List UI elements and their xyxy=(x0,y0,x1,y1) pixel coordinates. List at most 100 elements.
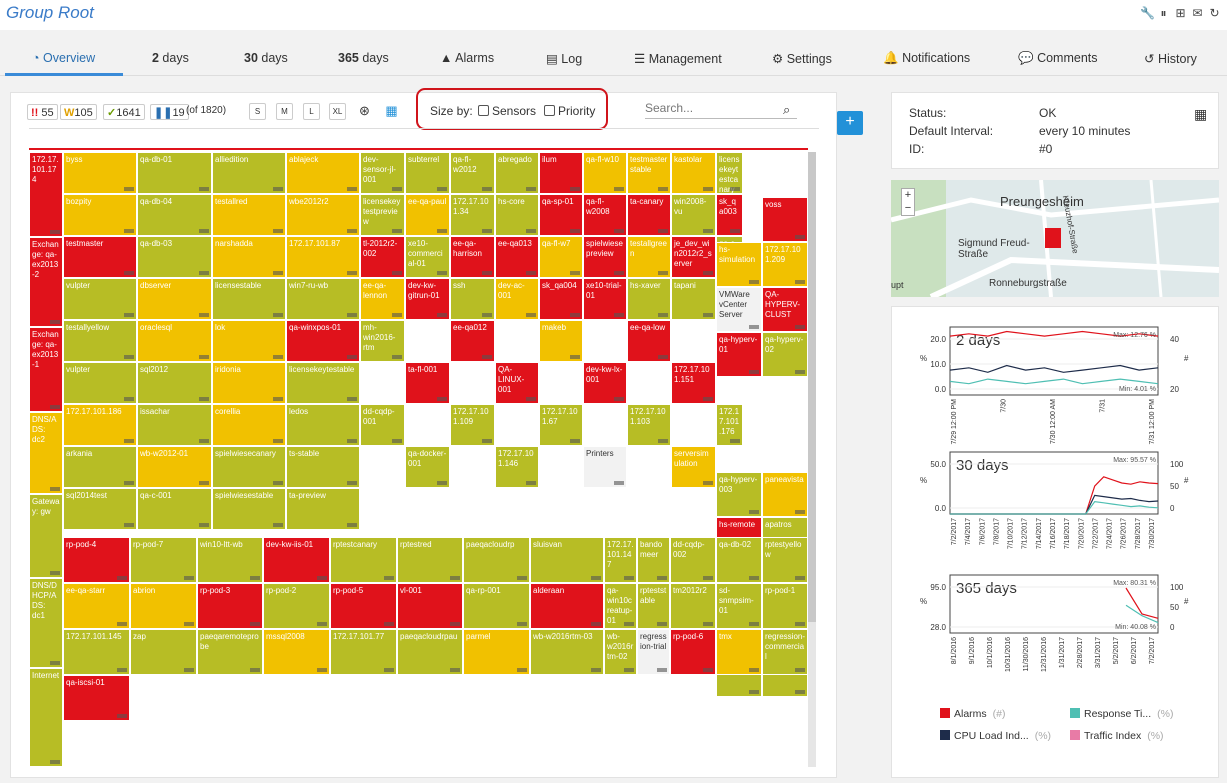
treemap-cell[interactable]: qa-fl-w2012 xyxy=(450,152,495,194)
treemap-cell[interactable]: DNS/ADS: dc2 xyxy=(29,412,63,494)
treemap-scroll-thumb[interactable] xyxy=(808,152,816,622)
treemap-cell[interactable]: Exchange: qa-ex2013-1 xyxy=(29,327,63,412)
treemap-cell[interactable]: qa-iscsi-01 xyxy=(63,675,130,721)
treemap-cell[interactable]: dev-ac-001 xyxy=(495,278,539,320)
treemap-cell[interactable]: hs-xaver xyxy=(627,278,671,320)
treemap-cell[interactable]: ilum xyxy=(539,152,583,194)
treemap-cell[interactable]: rptestcanary xyxy=(330,537,397,583)
treemap-cell[interactable]: dev-kw-iis-01 xyxy=(263,537,330,583)
treemap-cell[interactable]: qa-win10creatup-01 xyxy=(604,583,637,629)
treemap-cell[interactable]: Internet xyxy=(29,668,63,767)
treemap-cell[interactable]: licensestable xyxy=(212,278,286,320)
treemap-cell[interactable]: 172.17.101.151 xyxy=(671,362,716,404)
treemap-cell[interactable]: sluisvan xyxy=(530,537,604,583)
add-icon[interactable]: ⊞ xyxy=(1175,6,1186,20)
pause-icon[interactable]: ⏸ xyxy=(1160,6,1167,20)
treemap-cell[interactable]: testallyellow xyxy=(63,320,137,362)
treemap-cell[interactable]: qa-hyperv-01 xyxy=(716,332,762,377)
priority-checkbox[interactable]: Priority xyxy=(541,104,595,118)
treemap-cell[interactable]: ablajeck xyxy=(286,152,360,194)
treemap-cell[interactable]: spielwiesepreview xyxy=(583,236,627,278)
treemap-cell[interactable]: rp-pod-4 xyxy=(63,537,130,583)
treemap-cell[interactable]: zap xyxy=(130,629,197,675)
treemap-cell[interactable]: subterrel xyxy=(405,152,450,194)
treemap-cell[interactable]: arkania xyxy=(63,446,137,488)
treemap-cell[interactable]: sk_qa004 xyxy=(539,278,583,320)
treemap-cell[interactable]: 172.17.101.176 xyxy=(716,404,743,446)
treemap-cell[interactable]: sd-snmpsim-01 xyxy=(716,583,762,629)
grid-view-icon[interactable]: ▦ xyxy=(383,103,400,120)
treemap-cell[interactable]: dd-cqdp-001 xyxy=(360,404,405,446)
wrench-icon[interactable]: 🔧 xyxy=(1140,6,1155,20)
tab-log[interactable]: ▤ Log xyxy=(546,52,583,66)
treemap-cell[interactable]: paeqaremoteprobe xyxy=(197,629,263,675)
treemap-cell[interactable]: qa-rp-001 xyxy=(463,583,530,629)
treemap-cell[interactable]: 172.17.101.67 xyxy=(539,404,583,446)
size-xl-button[interactable]: XL xyxy=(329,103,346,120)
treemap-cell[interactable]: 172.17.101.109 xyxy=(450,404,495,446)
treemap-cell[interactable]: dev-kw-lx-001 xyxy=(583,362,627,404)
treemap-cell[interactable]: 172.17.101.77 xyxy=(330,629,397,675)
treemap-cell[interactable]: dbserver xyxy=(137,278,212,320)
treemap-cell[interactable]: oraclesql xyxy=(137,320,212,362)
tab-comments[interactable]: 💬 Comments xyxy=(1018,51,1098,65)
treemap-cell[interactable]: kastolar xyxy=(671,152,716,194)
tab-notifications[interactable]: 🔔 Notifications xyxy=(883,51,971,65)
treemap-cell[interactable]: QA-LINUX-001 xyxy=(495,362,539,404)
search-icon[interactable]: ⌕ xyxy=(783,102,791,117)
treemap-cell[interactable]: testallred xyxy=(212,194,286,236)
treemap-cell[interactable]: alderaan xyxy=(530,583,604,629)
treemap-cell[interactable]: issachar xyxy=(137,404,212,446)
treemap-cell[interactable]: hs-core xyxy=(495,194,539,236)
treemap-cell[interactable]: makeb xyxy=(539,320,583,362)
treemap-cell[interactable]: hs-simulation xyxy=(716,242,762,287)
treemap-cell[interactable]: qa-db-01 xyxy=(137,152,212,194)
treemap-cell[interactable]: rp-pod-1 xyxy=(762,583,808,629)
treemap-cell[interactable]: VMWare vCenter Server xyxy=(716,287,762,332)
treemap-cell[interactable]: qa-winxpos-01 xyxy=(286,320,360,362)
treemap-cell[interactable]: paneavista xyxy=(762,472,808,517)
treemap-cell[interactable]: tmx xyxy=(716,629,762,675)
treemap-cell[interactable]: qa-hyperv-02 xyxy=(762,332,808,377)
treemap-cell[interactable]: ee-qa013 xyxy=(495,236,539,278)
treemap-cell[interactable]: spielwiesestable xyxy=(212,488,286,530)
size-m-button[interactable]: M xyxy=(276,103,293,120)
treemap-cell[interactable]: rp-pod-7 xyxy=(130,537,197,583)
alarm-filter[interactable]: !! 55 xyxy=(27,104,58,120)
treemap-cell[interactable]: licensekeytestable xyxy=(286,362,360,404)
treemap-cell[interactable]: ssh xyxy=(450,278,495,320)
treemap-cell[interactable]: rp-pod-2 xyxy=(263,583,330,629)
treemap-cell[interactable]: testmaster xyxy=(63,236,137,278)
ok-filter[interactable]: ✓1641 xyxy=(103,104,145,120)
legend-traffic-index[interactable]: Traffic Index (%) xyxy=(1070,730,1164,742)
treemap-cell[interactable]: tl-2012r2-002 xyxy=(360,236,405,278)
treemap-cell[interactable]: xe10-trial-01 xyxy=(583,278,627,320)
treemap-cell[interactable]: serversimulation xyxy=(671,446,716,488)
treemap-cell[interactable]: corellia xyxy=(212,404,286,446)
tab-30-days[interactable]: 30 days xyxy=(244,51,288,65)
treemap-cell[interactable]: sql2012 xyxy=(137,362,212,404)
tab-2-days[interactable]: 2 days xyxy=(152,51,189,65)
treemap-cell[interactable]: bozpity xyxy=(63,194,137,236)
treemap-cell[interactable]: alliedition xyxy=(212,152,286,194)
treemap-cell[interactable]: ee-qa-starr xyxy=(63,583,130,629)
legend-alarms[interactable]: Alarms (#) xyxy=(940,708,1006,720)
size-s-button[interactable]: S xyxy=(249,103,266,120)
treemap-cell[interactable]: 172.17.101.147 xyxy=(604,537,637,583)
treemap-cell[interactable]: dev-kw-gitrun-01 xyxy=(405,278,450,320)
tab-history[interactable]: ↺ History xyxy=(1144,52,1197,66)
treemap-cell[interactable]: licensekeytestcanary xyxy=(716,152,743,194)
tab-alarms[interactable]: ▲ Alarms xyxy=(440,51,495,65)
treemap-cell[interactable]: ee-qa012 xyxy=(450,320,495,362)
qr-code-icon[interactable]: ▦ xyxy=(1194,106,1208,122)
treemap-cell[interactable]: rpteststable xyxy=(637,583,670,629)
treemap-cell[interactable]: ts-stable xyxy=(286,446,360,488)
treemap-cell[interactable]: mssql2008 xyxy=(263,629,330,675)
treemap-cell[interactable]: lok xyxy=(212,320,286,362)
treemap-cell[interactable]: qa-hyperv-003 xyxy=(716,472,762,517)
treemap-cell[interactable]: rptestyellow xyxy=(762,537,808,583)
treemap-cell[interactable]: regression-trial xyxy=(637,629,670,675)
tab-365-days[interactable]: 365 days xyxy=(338,51,389,65)
treemap-cell[interactable]: narshadda xyxy=(212,236,286,278)
treemap-cell[interactable]: tm2012r2 xyxy=(670,583,716,629)
